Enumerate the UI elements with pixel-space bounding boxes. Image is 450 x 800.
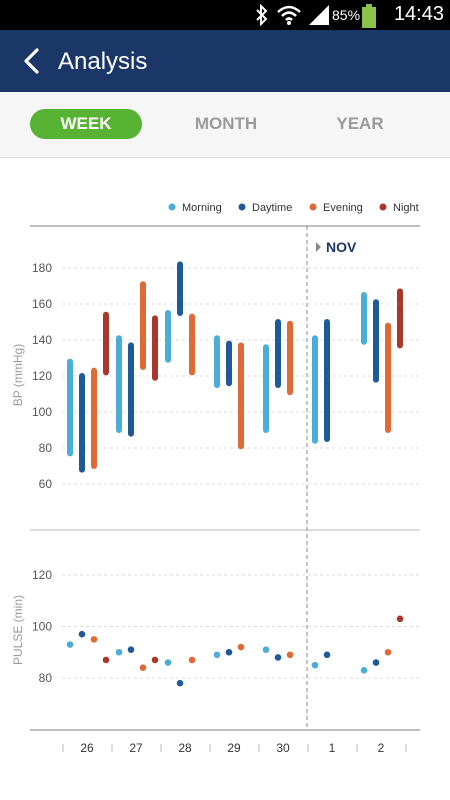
legend-dot-night — [379, 203, 387, 211]
bp-tick-label: 100 — [32, 405, 52, 419]
pulse-point-morning — [360, 666, 368, 674]
pulse-point-evening — [139, 664, 147, 671]
bp-tick-label: 160 — [32, 297, 52, 311]
status-clock: 14:43 — [393, 3, 444, 25]
app-bar: Analysis — [0, 30, 450, 92]
signal-icon — [309, 5, 329, 25]
pulse-point-daytime — [127, 646, 135, 653]
pulse-tick-label: 80 — [39, 671, 53, 685]
legend-label-night: Night — [393, 202, 419, 214]
pulse-point-morning — [66, 641, 74, 648]
bp-tick-label: 120 — [32, 369, 52, 383]
x-tick-label-27: 27 — [129, 741, 143, 755]
bp-tick-label: 180 — [32, 261, 52, 275]
bp-tick-label: 140 — [32, 333, 52, 347]
page-title: Analysis — [58, 48, 148, 75]
tab-week[interactable]: WEEK — [30, 109, 142, 139]
legend-label-evening: Evening — [323, 202, 363, 214]
pulse-point-morning — [164, 659, 172, 666]
pulse-point-morning — [311, 661, 319, 669]
month-marker-arrow — [316, 242, 321, 252]
pulse-point-daytime — [274, 654, 282, 661]
pulse-point-night — [396, 615, 404, 623]
x-tick-label-29: 29 — [227, 741, 241, 755]
pulse-point-evening — [384, 648, 392, 656]
pulse-tick-label: 100 — [32, 620, 52, 634]
legend-dot-daytime — [238, 203, 246, 211]
bluetooth-icon — [256, 4, 268, 26]
chevron-left-icon[interactable] — [18, 46, 48, 76]
pulse-point-morning — [115, 648, 123, 656]
pulse-point-morning — [213, 651, 221, 659]
pulse-point-daytime — [225, 648, 233, 656]
pulse-tick-label: 120 — [32, 568, 52, 582]
x-tick-label-26: 26 — [80, 741, 94, 755]
status-bar: 85% 14:43 — [0, 0, 450, 30]
battery-percentage: 85% — [332, 7, 361, 23]
x-tick-label-2: 2 — [378, 741, 385, 755]
bp-tick-label: 60 — [39, 477, 53, 491]
x-tick-label-30: 30 — [276, 741, 290, 755]
wifi-icon — [277, 5, 301, 25]
battery-icon — [362, 4, 376, 28]
tab-month[interactable]: MONTH — [194, 114, 258, 133]
bp-pulse-chart: Morning Daytime Evening Night 60 80 100 120 140 1… — [11, 202, 420, 755]
pulse-point-night — [151, 656, 159, 664]
pulse-point-daytime — [323, 651, 331, 659]
pulse-point-evening — [90, 636, 98, 643]
pulse-point-evening — [286, 651, 294, 659]
pulse-point-night — [102, 656, 110, 664]
x-tick-label-28: 28 — [178, 741, 192, 755]
period-tabs: WEEK MONTH YEAR — [0, 92, 450, 158]
bp-tick-label: 80 — [39, 441, 53, 455]
bp-axis-label: BP (mmHg) — [11, 344, 25, 406]
legend-dot-evening — [309, 203, 317, 211]
pulse-point-morning — [262, 646, 270, 653]
legend-dot-morning — [168, 203, 176, 211]
pulse-point-evening — [237, 643, 245, 651]
pulse-point-daytime — [176, 679, 184, 687]
pulse-point-daytime — [372, 659, 380, 666]
pulse-point-daytime — [78, 630, 86, 638]
pulse-axis-label: PULSE (min) — [11, 595, 25, 665]
legend-label-morning: Morning — [182, 202, 222, 214]
tab-year[interactable]: YEAR — [336, 114, 384, 133]
x-tick-label-1: 1 — [329, 741, 336, 755]
month-marker-label: NOV — [326, 239, 357, 255]
pulse-point-evening — [188, 656, 196, 664]
legend-label-daytime: Daytime — [252, 202, 292, 214]
